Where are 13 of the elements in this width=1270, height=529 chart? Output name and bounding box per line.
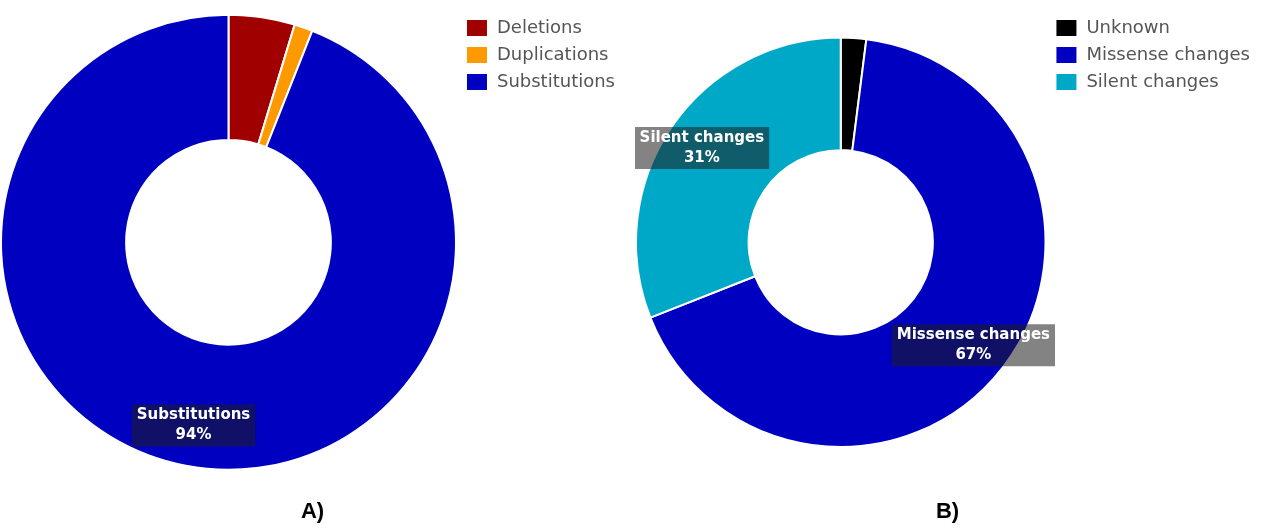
legend-label: Missense changes bbox=[1086, 42, 1251, 64]
data-label: 94% bbox=[175, 425, 212, 444]
legend-label: Deletions bbox=[496, 15, 582, 37]
data-label: 31% bbox=[683, 147, 720, 166]
legend-label: Silent changes bbox=[1086, 69, 1219, 91]
legend-label: Unknown bbox=[1086, 15, 1170, 37]
legend-label: Substitutions bbox=[496, 69, 616, 91]
slice-label: Missense changes bbox=[896, 325, 1051, 344]
data-label: 67% bbox=[955, 345, 992, 364]
text: A) bbox=[300, 497, 325, 523]
text: B) bbox=[935, 497, 960, 523]
slice-label: Substitutions bbox=[136, 405, 251, 424]
legend-label: Duplications bbox=[496, 42, 609, 64]
